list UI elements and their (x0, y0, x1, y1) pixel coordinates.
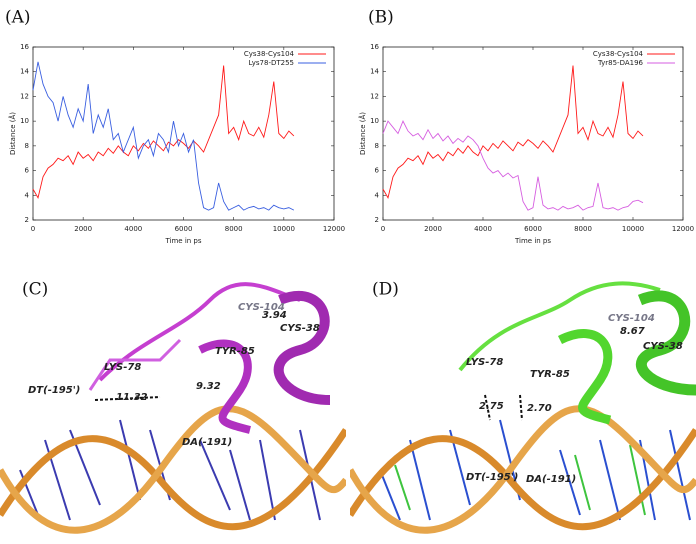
y-tick-label: 10 (370, 117, 379, 125)
y-tick-label: 16 (20, 43, 29, 51)
legend-label: Lys78-DT255 (248, 59, 294, 67)
residue-label: 2.75 (479, 401, 504, 412)
residue-label: 9.32 (196, 381, 221, 392)
x-tick-label: 10000 (273, 225, 295, 233)
x-tick-label: 4000 (474, 225, 492, 233)
residue-label: 2.70 (527, 403, 552, 414)
residue-label: 8.67 (620, 326, 645, 337)
series-line (382, 120, 644, 211)
panel-label: (D) (372, 280, 399, 300)
y-tick-label: 4 (25, 191, 30, 199)
x-tick-label: 4000 (124, 225, 142, 233)
y-tick-label: 16 (370, 43, 379, 51)
y-tick-label: 12 (20, 92, 29, 100)
x-axis-label: Time in ps (514, 237, 551, 245)
y-tick-label: 4 (375, 191, 380, 199)
residue-label: DA(-191) (182, 437, 232, 448)
y-axis-label: Distance (Å) (358, 112, 367, 155)
panel-label: (C) (22, 280, 48, 300)
y-tick-label: 2 (25, 216, 29, 224)
residue-label: DT(-195') (466, 472, 518, 483)
x-tick-label: 10000 (622, 225, 644, 233)
y-tick-label: 14 (370, 68, 379, 76)
x-tick-label: 8000 (574, 225, 592, 233)
residue-label: LYS-78 (466, 357, 503, 368)
residue-label: CYS-38 (643, 341, 683, 352)
series-line (382, 65, 644, 199)
y-tick-label: 14 (20, 68, 29, 76)
plot-frame (382, 46, 684, 221)
x-tick-label: 0 (381, 225, 385, 233)
residue-label: TYR-85 (530, 369, 570, 380)
residue-label: LYS-78 (104, 362, 141, 373)
legend-label: Cys38-Cys104 (244, 50, 295, 58)
y-tick-label: 6 (375, 167, 380, 175)
panel-label: (A) (5, 8, 31, 28)
residue-label: TYR-85 (215, 346, 255, 357)
y-tick-label: 2 (375, 216, 379, 224)
x-tick-label: 8000 (225, 225, 243, 233)
y-tick-label: 6 (25, 167, 30, 175)
residue-label: CYS-38 (280, 323, 320, 334)
residue-label: DA(-191) (526, 474, 576, 485)
x-tick-label: 12000 (323, 225, 345, 233)
y-tick-label: 8 (25, 142, 29, 150)
x-tick-label: 0 (31, 225, 35, 233)
y-tick-label: 10 (20, 117, 29, 125)
y-tick-label: 8 (375, 142, 379, 150)
residue-label: 3.94 (262, 310, 287, 321)
legend-label: Tyr85-DA196 (597, 59, 644, 67)
x-tick-label: 2000 (424, 225, 442, 233)
legend-label: Cys38-Cys104 (593, 50, 644, 58)
series-line (32, 65, 295, 199)
residue-label: 11.32 (116, 392, 148, 403)
panel-label: (B) (368, 8, 394, 28)
residue-label: DT(-195') (28, 385, 80, 396)
y-tick-label: 12 (370, 92, 379, 100)
residue-label: CYS-104 (238, 302, 285, 313)
residue-label: CYS-104 (608, 313, 655, 324)
x-tick-label: 12000 (672, 225, 694, 233)
structure-c-art (0, 282, 346, 534)
x-axis-label: Time in ps (164, 237, 201, 245)
x-tick-label: 6000 (524, 225, 542, 233)
series-line (32, 61, 295, 211)
y-axis-label: Distance (Å) (8, 112, 17, 155)
x-tick-label: 2000 (74, 225, 92, 233)
x-tick-label: 6000 (175, 225, 193, 233)
structure-d-art (350, 281, 696, 534)
